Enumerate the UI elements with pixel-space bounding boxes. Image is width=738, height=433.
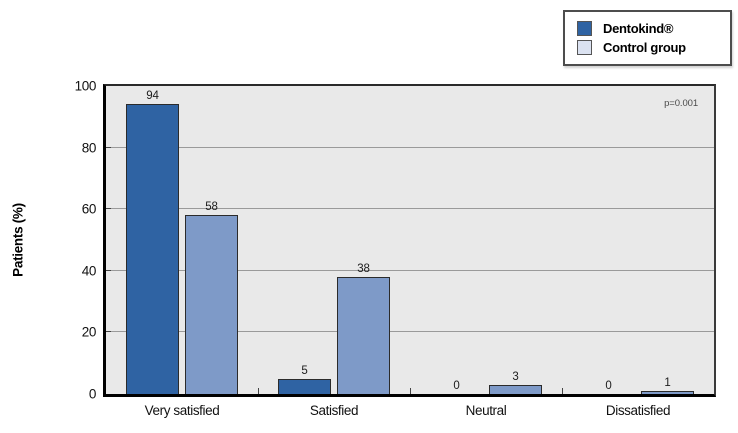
- p-value-annotation: p=0.001: [664, 98, 698, 109]
- bar-value-label: 5: [301, 365, 308, 377]
- gridline: [106, 208, 714, 210]
- bar: [641, 391, 694, 394]
- bar: [489, 385, 542, 394]
- y-axis-title: Patients (%): [10, 203, 26, 277]
- y-axis-tick: [106, 146, 111, 148]
- legend-item-dentokind: Dentokind®: [577, 19, 720, 38]
- legend-item-control-group: Control group: [577, 38, 720, 57]
- plot-area: 94 58 5 38 0 3 0 1 p=0.001: [103, 84, 716, 397]
- bar-value-label: 3: [512, 371, 519, 383]
- gridline: [106, 269, 714, 271]
- bar-value-label: 0: [605, 380, 612, 392]
- legend-label: Dentokind®: [603, 21, 674, 36]
- bar-value-label: 94: [146, 90, 159, 102]
- control-group-swatch-icon: [577, 40, 592, 55]
- x-axis-label: Satisfied: [309, 403, 359, 418]
- x-axis-label: Very satisfied: [144, 403, 220, 418]
- legend-label: Control group: [603, 40, 686, 55]
- y-tick-label: 20: [81, 324, 97, 340]
- x-axis-tick: [562, 388, 563, 394]
- dentokind-swatch-icon: [577, 21, 592, 36]
- gridline: [106, 331, 714, 333]
- legend-box: Dentokind® Control group: [563, 10, 732, 66]
- y-tick-label: 100: [74, 78, 97, 94]
- y-tick-label: 80: [81, 140, 97, 156]
- bar-value-label: 38: [357, 263, 370, 275]
- gridline: [106, 146, 714, 148]
- y-axis-tick: [106, 269, 111, 271]
- y-axis-tick: [106, 208, 111, 210]
- bar: [185, 215, 238, 394]
- bar-value-label: 0: [453, 380, 460, 392]
- y-tick-label: 0: [88, 386, 97, 402]
- bar: [337, 277, 390, 394]
- plot-inner: 94 58 5 38 0 3 0 1: [106, 86, 714, 394]
- bar: [126, 104, 179, 394]
- x-axis-label: Neutral: [465, 403, 507, 418]
- x-axis-tick: [258, 388, 259, 394]
- bar: [278, 379, 331, 394]
- x-axis-tick: [410, 388, 411, 394]
- y-axis-tick: [106, 331, 111, 333]
- bar-value-label: 1: [664, 377, 671, 389]
- y-tick-label: 40: [81, 263, 97, 279]
- x-axis-label: Dissatisfied: [605, 403, 671, 418]
- y-tick-label: 60: [81, 201, 97, 217]
- bar-value-label: 58: [205, 201, 218, 213]
